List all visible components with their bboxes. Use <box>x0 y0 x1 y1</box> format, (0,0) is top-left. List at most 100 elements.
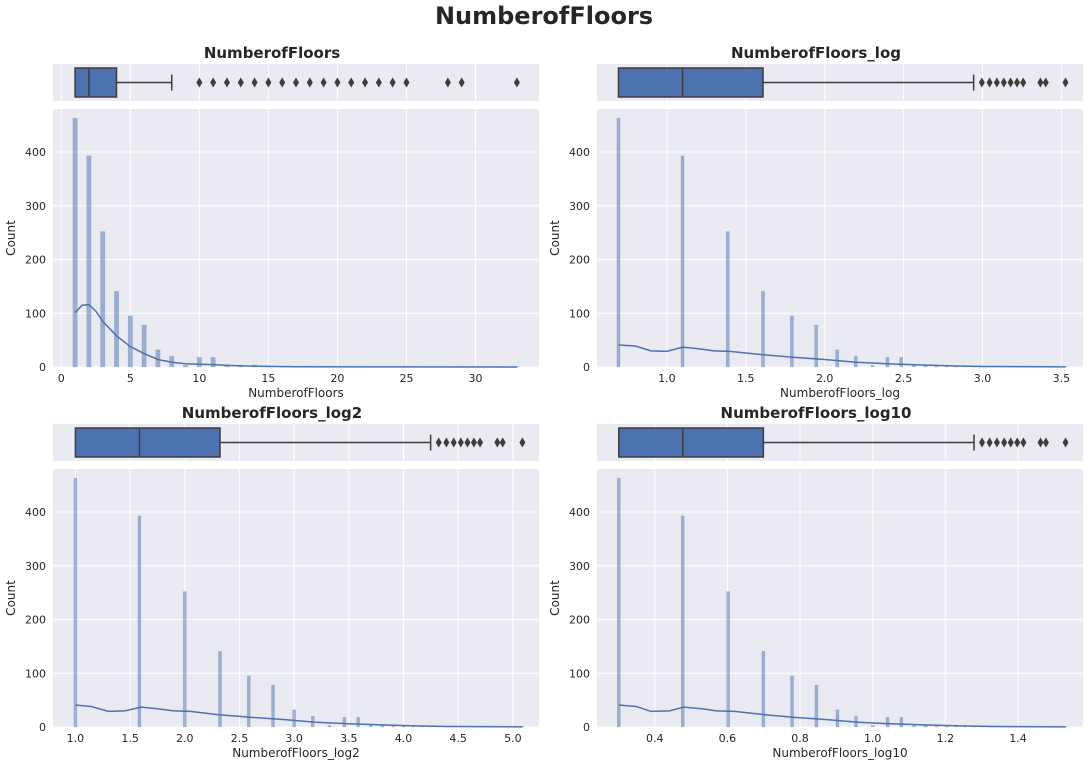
x-tick-label: 1.5 <box>737 372 755 385</box>
y-tick-label: 400 <box>25 506 46 519</box>
x-axis-label: NumberofFloors_log10 <box>772 746 907 760</box>
boxplot-outlier <box>196 77 203 88</box>
chart-numberoffloors-log2: 1.0 1.5 2.0 2.5 3.0 3.5 4.0 4.5 5.0 0 100 200 300 400… <box>4 424 539 760</box>
histogram-bar <box>210 357 216 368</box>
x-tick-label: 15 <box>261 372 275 385</box>
figure-title: NumberofFloors <box>434 2 654 30</box>
histogram-bar <box>141 324 147 368</box>
y-tick-label: 0 <box>39 721 46 734</box>
x-tick-label: 30 <box>468 372 482 385</box>
y-tick-label: 400 <box>25 146 46 159</box>
boxplot-outlier <box>458 77 465 88</box>
histogram-background <box>53 109 539 367</box>
y-tick-label: 300 <box>569 560 590 573</box>
boxplot-outlier <box>450 437 457 448</box>
histogram-bar <box>885 717 890 728</box>
boxplot-outlier <box>348 77 355 88</box>
panel-title: NumberofFloors <box>203 44 341 62</box>
histogram-bar <box>899 357 904 368</box>
boxplot-outlier <box>237 77 244 88</box>
histogram-bar <box>680 155 685 368</box>
boxplot-outlier <box>1042 77 1049 88</box>
panel-numberoffloors: NumberofFloors 0 5 10 15 20 25 30 0 100 200 300 400… <box>0 40 544 408</box>
boxplot-outlier <box>443 437 450 448</box>
boxplot-outlier <box>334 77 341 88</box>
x-tick-label: 0.6 <box>719 732 737 745</box>
boxplot-outlier <box>435 437 442 448</box>
boxplot-outlier <box>1000 77 1007 88</box>
histogram-bar <box>835 709 840 728</box>
histogram-bar <box>137 515 142 728</box>
y-tick-label: 200 <box>25 254 46 267</box>
histogram-bar <box>72 117 78 368</box>
x-tick-label: 4.0 <box>395 732 413 745</box>
x-tick-label: 1.5 <box>121 732 139 745</box>
histogram-bar <box>100 231 106 368</box>
boxplot-outlier <box>993 77 1000 88</box>
boxplot-outlier <box>1014 437 1021 448</box>
histogram-background <box>597 469 1083 727</box>
histogram-bar <box>73 477 78 728</box>
histogram-bar <box>814 684 819 728</box>
x-tick-label: 0.4 <box>646 732 664 745</box>
y-tick-label: 300 <box>25 200 46 213</box>
histogram-bar <box>870 725 875 728</box>
boxplot-outlier <box>1037 77 1044 88</box>
x-axis-label: NumberofFloors_log2 <box>232 746 360 760</box>
x-tick-label: 10 <box>192 372 206 385</box>
panel-title: NumberofFloors_log2 <box>181 404 363 422</box>
histogram-bar <box>327 725 332 728</box>
histogram-bar <box>761 290 765 368</box>
histogram-bar <box>218 650 222 728</box>
histogram-bar <box>196 357 202 368</box>
x-tick-label: 3.5 <box>1053 372 1071 385</box>
y-tick-label: 0 <box>39 361 46 374</box>
histogram-bar <box>114 290 119 368</box>
x-axis-label: NumberofFloors <box>248 386 344 400</box>
y-tick-label: 400 <box>569 506 590 519</box>
boxplot-outlier <box>1042 437 1049 448</box>
histogram-bar <box>182 591 187 728</box>
x-tick-label: 1.2 <box>937 732 955 745</box>
histogram-bar <box>271 684 275 728</box>
boxplot-outlier <box>1037 437 1044 448</box>
boxplot-outlier <box>1020 77 1027 88</box>
boxplot-outlier <box>251 77 258 88</box>
boxplot-outlier <box>978 77 985 88</box>
histogram-bar <box>790 675 794 728</box>
boxplot-outlier <box>362 77 369 88</box>
x-tick-label: 4.5 <box>449 732 467 745</box>
kde-line <box>618 704 1066 728</box>
histogram-bar <box>680 515 685 728</box>
boxplot-outlier <box>513 77 520 88</box>
histogram-bar <box>790 315 794 368</box>
y-tick-label: 200 <box>25 614 46 627</box>
boxplot-outlier <box>444 77 451 88</box>
chart-numberoffloors-log10: 0.4 0.6 0.8 1.0 1.2 1.4 0 100 200 300 400 NumberofF… <box>548 424 1083 760</box>
histogram-bar <box>835 349 839 368</box>
boxplot-outlier <box>1062 437 1069 448</box>
boxplot-outlier <box>375 77 382 88</box>
histogram-background <box>53 469 539 727</box>
histogram-bar <box>86 155 92 368</box>
y-tick-label: 0 <box>583 721 590 734</box>
kde-line <box>618 344 1066 368</box>
chart-numberoffloors: 0 5 10 15 20 25 300100200300400NumberofFloorsC… <box>4 64 539 400</box>
y-tick-label: 100 <box>569 307 590 320</box>
boxplot-outlier <box>457 437 464 448</box>
boxplot-outlier <box>986 437 993 448</box>
y-tick-label: 300 <box>569 200 590 213</box>
x-axis-label: NumberofFloors_log <box>780 386 900 400</box>
chart-numberoffloors-log: 1.0 1.5 2.0 2.5 3.0 3.5 0 100 200 300 400 NumberofF… <box>548 64 1083 400</box>
boxplot-outlier <box>464 437 471 448</box>
boxplot-box <box>618 427 765 458</box>
y-tick-label: 400 <box>569 146 590 159</box>
histogram-bar <box>899 717 904 728</box>
panel-title: NumberofFloors_log <box>730 44 901 62</box>
histogram-bar <box>616 117 621 368</box>
histogram-background <box>597 109 1083 367</box>
histogram-bar <box>342 717 347 728</box>
x-tick-label: 25 <box>399 372 413 385</box>
x-tick-label: 2.0 <box>176 732 194 745</box>
panel-title: NumberofFloors_log10 <box>720 404 912 422</box>
